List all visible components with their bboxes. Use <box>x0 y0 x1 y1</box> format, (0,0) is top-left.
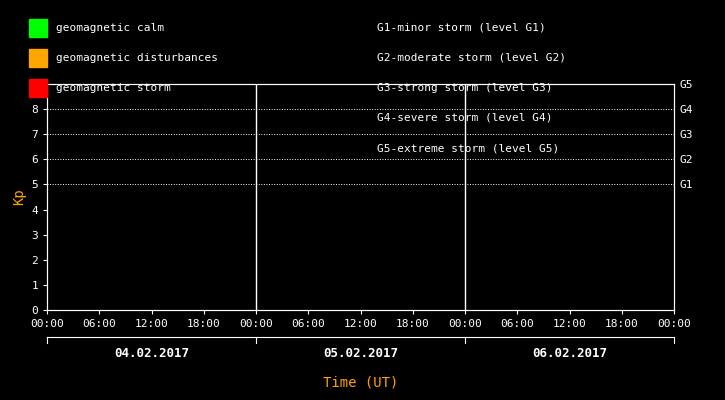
Text: 06.02.2017: 06.02.2017 <box>532 347 608 360</box>
Y-axis label: Kp: Kp <box>12 189 26 205</box>
Text: G2-moderate storm (level G2): G2-moderate storm (level G2) <box>377 53 566 63</box>
Text: geomagnetic storm: geomagnetic storm <box>56 83 170 93</box>
Text: G3-strong storm (level G3): G3-strong storm (level G3) <box>377 83 552 93</box>
Text: geomagnetic disturbances: geomagnetic disturbances <box>56 53 217 63</box>
Text: G4-severe storm (level G4): G4-severe storm (level G4) <box>377 113 552 123</box>
Text: 05.02.2017: 05.02.2017 <box>323 347 398 360</box>
Text: G5-extreme storm (level G5): G5-extreme storm (level G5) <box>377 143 559 153</box>
Text: geomagnetic calm: geomagnetic calm <box>56 23 164 33</box>
Text: 04.02.2017: 04.02.2017 <box>114 347 189 360</box>
Text: G1-minor storm (level G1): G1-minor storm (level G1) <box>377 23 546 33</box>
Text: Time (UT): Time (UT) <box>323 376 398 390</box>
